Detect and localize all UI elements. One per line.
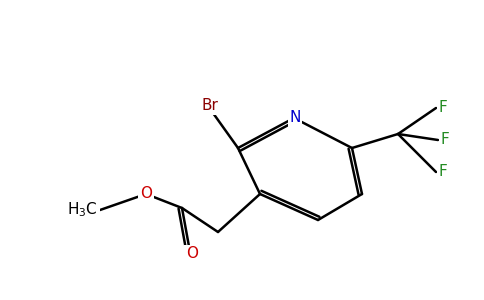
- Text: O: O: [140, 185, 152, 200]
- Text: Br: Br: [201, 98, 218, 113]
- Text: F: F: [440, 133, 449, 148]
- Text: H$_3$C: H$_3$C: [67, 201, 98, 219]
- Text: F: F: [439, 100, 447, 116]
- Text: O: O: [186, 247, 198, 262]
- Text: F: F: [439, 164, 447, 179]
- Text: N: N: [289, 110, 301, 125]
